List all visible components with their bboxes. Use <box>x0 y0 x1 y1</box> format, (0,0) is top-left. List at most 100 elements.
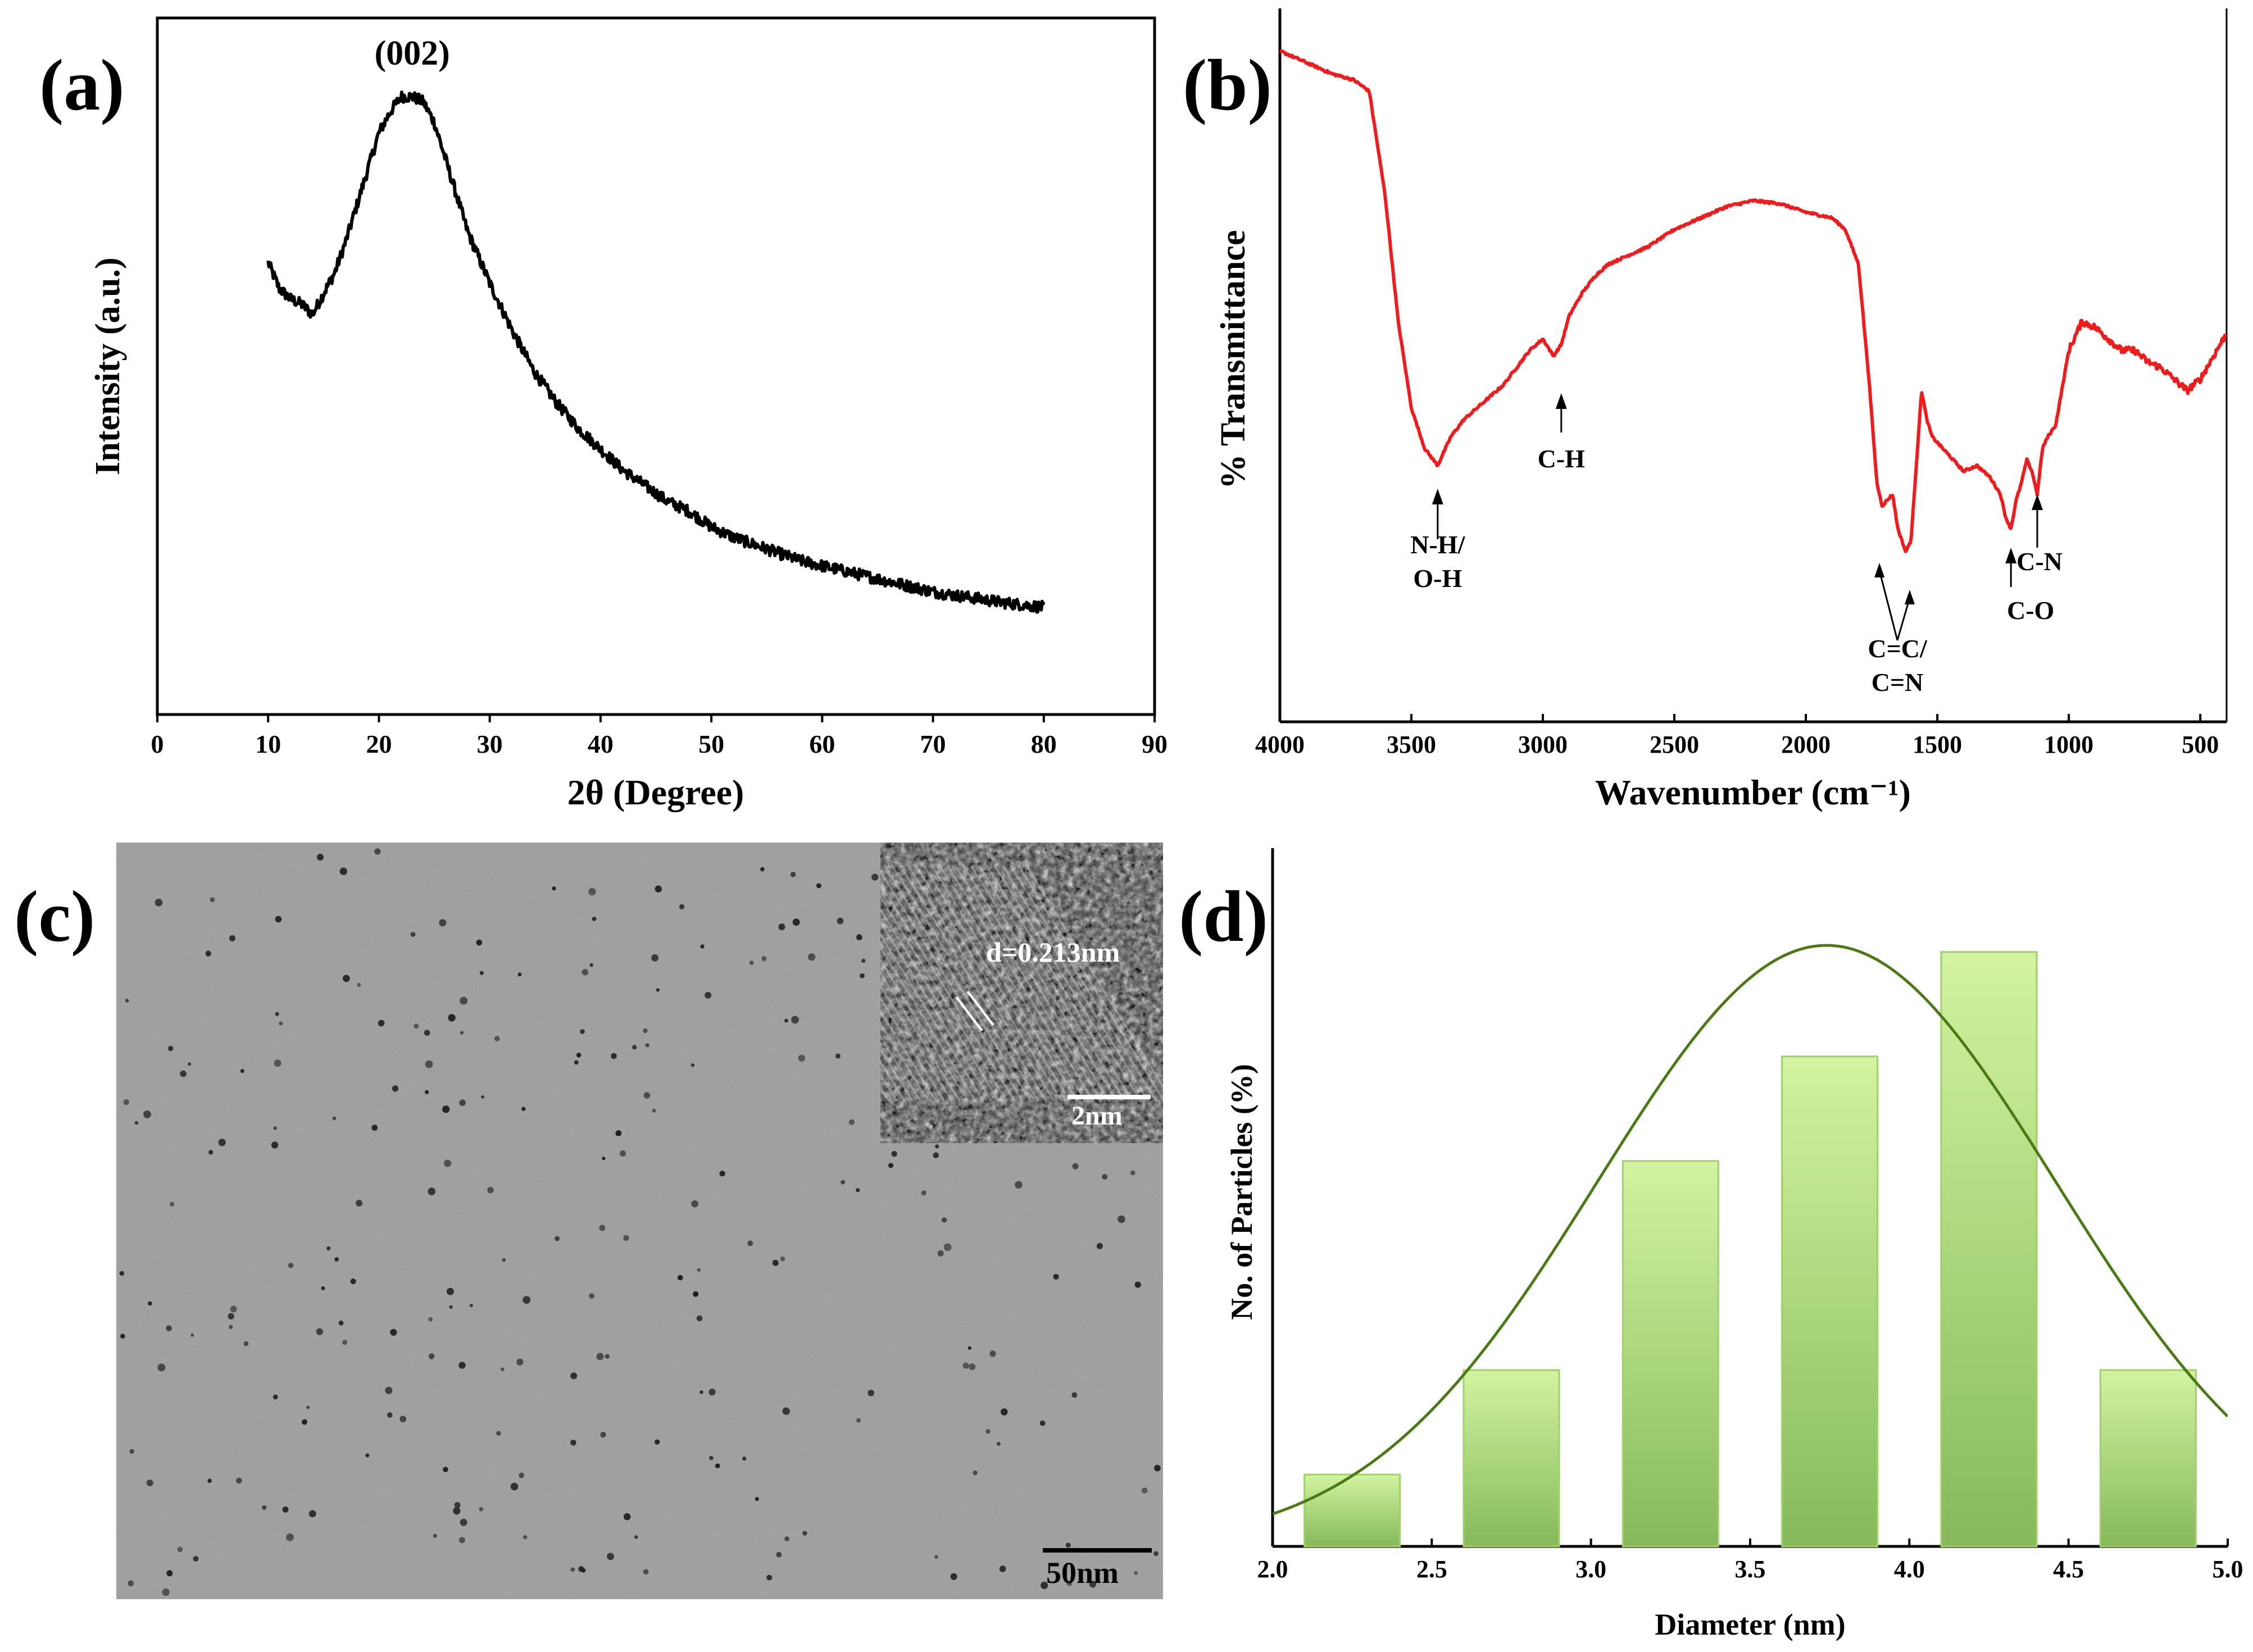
tem-particle <box>119 1271 124 1276</box>
tem-particle <box>776 1551 782 1558</box>
lattice-fringe <box>880 1009 937 1102</box>
tem-particle <box>170 1202 175 1207</box>
tem-particle <box>243 1341 249 1346</box>
ftir-annotation-label: N-H/ <box>1410 530 1465 559</box>
tem-particle <box>934 1555 938 1559</box>
tem-particle <box>444 1159 452 1167</box>
tem-particle <box>921 1190 926 1196</box>
lattice-fringe <box>970 864 1118 1102</box>
tem-particle <box>888 1163 894 1168</box>
tem-particle <box>582 969 589 976</box>
ftir-annotation-arrowhead <box>1555 393 1567 409</box>
tem-particle <box>332 1116 337 1121</box>
tem-particle <box>784 1536 789 1541</box>
tem-particle <box>643 1092 651 1099</box>
lattice-fringe <box>880 894 1008 1102</box>
ftir-annotation: C=C/C=N <box>1868 563 1928 697</box>
tem-particle <box>747 1240 753 1246</box>
tem-particle <box>1039 1420 1046 1426</box>
lattice-fringe <box>880 907 1000 1102</box>
tem-particle <box>1102 1174 1108 1180</box>
tem-particle <box>308 1510 316 1518</box>
lattice-fringe <box>962 864 1110 1102</box>
tem-particle <box>790 872 796 877</box>
tem-particle <box>856 1188 860 1193</box>
tem-particle <box>229 935 235 941</box>
xrd-x-tick-label: 90 <box>1142 730 1168 758</box>
lattice-fringe <box>915 864 1063 1102</box>
tem-particle <box>271 1141 279 1149</box>
lattice-fringe <box>899 864 1047 1102</box>
tem-particle <box>162 1588 170 1596</box>
tem-particle <box>989 1350 996 1357</box>
tem-particle <box>460 996 468 1005</box>
lattice-fringe <box>891 864 1039 1102</box>
ftir-y-axis-label: % Transmittance <box>1214 230 1252 489</box>
tem-particle <box>433 1533 437 1538</box>
tem-particle <box>623 1235 629 1241</box>
tem-particle <box>230 1305 237 1313</box>
lattice-fringe <box>880 1021 929 1102</box>
tem-particle <box>168 1045 174 1052</box>
lattice-fringe <box>1025 864 1163 1089</box>
tem-particle <box>374 848 381 855</box>
panel-a-label: (a) <box>39 45 125 126</box>
tem-particle <box>338 1320 344 1326</box>
ftir-annotation: C-O <box>2005 548 2054 625</box>
tem-particle <box>494 1036 500 1041</box>
tem-particle <box>856 934 862 940</box>
ftir-band-annotations: N-H/O-H C-H C=C/C=N C-O C-N <box>1410 393 2063 697</box>
ftir-annotation: C-H <box>1538 393 1585 473</box>
size-y-axis-label: No. of Particles (%) <box>1225 1064 1259 1320</box>
tem-particle <box>996 1441 1001 1446</box>
tem-particle <box>479 1507 483 1512</box>
tem-particle <box>229 1325 233 1329</box>
size-bar <box>1462 1369 1560 1548</box>
ftir-x-tick-label: 1500 <box>1913 731 1962 758</box>
tem-particle <box>576 1053 582 1058</box>
tem-particle <box>385 1386 393 1394</box>
tem-particle <box>871 873 879 881</box>
ftir-x-tick-label: 2000 <box>1781 731 1830 758</box>
xrd-y-axis-label: Intensity (a.u.) <box>89 257 127 475</box>
tem-particle <box>634 1535 638 1539</box>
tem-particle <box>782 1407 790 1415</box>
tem-particle <box>166 1570 173 1577</box>
tem-particle <box>643 1569 649 1575</box>
tem-particle <box>166 1325 172 1332</box>
tem-particle <box>442 1105 450 1113</box>
ftir-x-axis-label: Wavenumber (cm⁻¹) <box>1595 772 1911 812</box>
tem-particle <box>891 1151 897 1157</box>
lattice-fringe <box>978 864 1126 1102</box>
tem-particle <box>620 1150 626 1157</box>
tem-particle <box>459 1099 466 1106</box>
tem-particle <box>581 1568 586 1573</box>
lattice-fringe <box>993 864 1142 1102</box>
tem-particle <box>453 1507 461 1515</box>
tem-particle <box>967 1346 971 1350</box>
tem-particle <box>1001 1408 1008 1416</box>
tem-particle <box>479 971 484 975</box>
tem-particle <box>588 888 596 896</box>
size-x-tick-label: 4.0 <box>1894 1555 1925 1583</box>
ftir-annotation-label: O-H <box>1413 564 1462 593</box>
tem-particle <box>1096 1243 1103 1249</box>
tem-particle <box>607 1553 614 1560</box>
tem-particle <box>1041 1581 1048 1590</box>
size-x-tick-label: 2.5 <box>1416 1555 1447 1583</box>
tem-particle <box>835 1053 841 1059</box>
tem-particle <box>655 885 662 893</box>
panel-c-label: (c) <box>14 876 95 957</box>
tem-particle <box>510 1482 519 1491</box>
tem-particle <box>272 1394 278 1400</box>
tem-particle <box>784 1018 788 1023</box>
tem-particle <box>700 944 705 949</box>
tem-particle <box>780 1256 785 1262</box>
tem-particle <box>134 1121 139 1125</box>
tem-particle <box>279 1021 283 1026</box>
tem-particle <box>123 1099 129 1105</box>
panel-b-label: (b) <box>1183 45 1272 126</box>
ftir-x-tick-label: 3000 <box>1518 731 1568 758</box>
tem-particle <box>1015 1181 1023 1189</box>
tem-particle <box>1071 1392 1078 1398</box>
